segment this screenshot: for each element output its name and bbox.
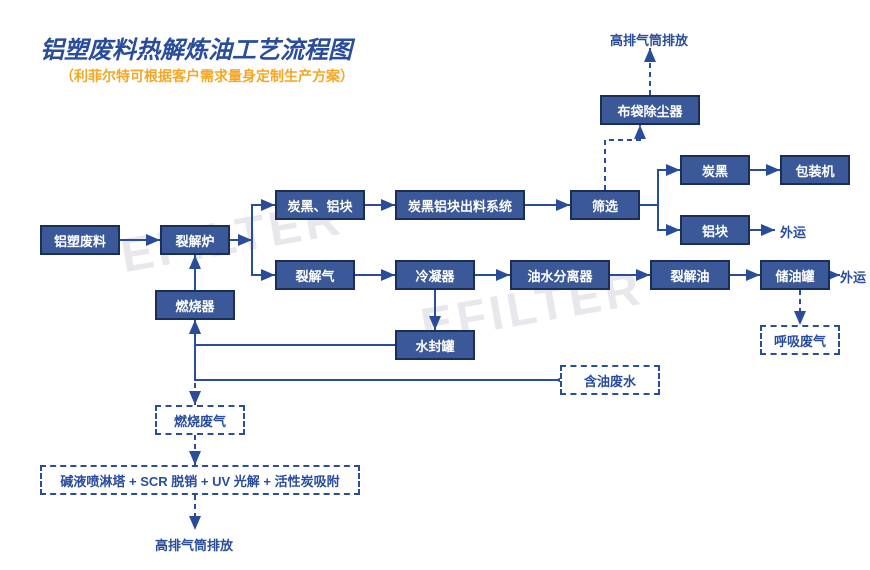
node-carbon_al: 炭黑、铝块 <box>275 190 365 220</box>
edge-screen-bagdust <box>605 125 640 190</box>
node-breath: 呼吸废气 <box>760 325 840 355</box>
edge-branch-carbon_al <box>252 205 275 240</box>
node-condenser: 冷凝器 <box>395 260 475 290</box>
node-tank: 储油罐 <box>760 260 830 290</box>
node-discharge: 炭黑铝块出料系统 <box>395 190 525 220</box>
node-screen: 筛选 <box>570 190 640 220</box>
edge-branch-gas <box>252 240 275 275</box>
node-burner: 燃烧器 <box>155 290 235 320</box>
node-carbon: 炭黑 <box>680 155 750 185</box>
node-treat: 碱液喷淋塔 + SCR 脱销 + UV 光解 + 活性炭吸附 <box>40 465 360 495</box>
diagram-title: 铝塑废料热解炼油工艺流程图 <box>40 30 352 65</box>
node-gas: 裂解气 <box>275 260 355 290</box>
node-al: 铝块 <box>680 215 750 245</box>
node-oil: 裂解油 <box>650 260 730 290</box>
node-raw: 铝塑废料 <box>40 225 120 255</box>
edge-waterseal-burner <box>195 320 395 345</box>
label-emit_bot: 高排气筒排放 <box>155 535 233 554</box>
node-pyro: 裂解炉 <box>160 225 230 255</box>
edge-oilywater-burner <box>195 320 560 380</box>
node-burngas: 燃烧废气 <box>155 405 245 435</box>
diagram-subtitle: （利菲尔特可根据客户需求量身定制生产方案） <box>60 66 354 86</box>
node-oilywater: 含油废水 <box>560 365 660 395</box>
node-packer: 包装机 <box>780 155 850 185</box>
edge-screen-carbon <box>640 170 680 205</box>
label-out2: 外运 <box>840 267 866 286</box>
label-out1: 外运 <box>780 222 806 241</box>
node-bagdust: 布袋除尘器 <box>600 95 700 125</box>
node-waterseal: 水封罐 <box>395 330 475 360</box>
label-emit_top: 高排气筒排放 <box>610 30 688 49</box>
edge-screen-al <box>640 205 680 230</box>
node-oilsep: 油水分离器 <box>510 260 610 290</box>
